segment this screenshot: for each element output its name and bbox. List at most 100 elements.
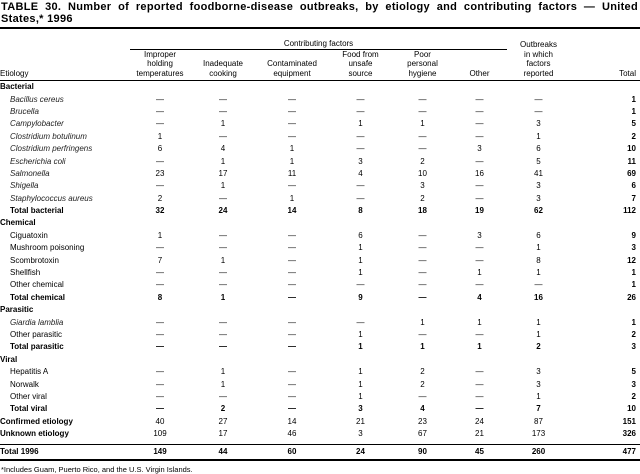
title-rule [0, 27, 640, 29]
total-cell: 326 [622, 429, 636, 439]
value-cell: 1 [536, 330, 541, 339]
value-cell: — [418, 391, 427, 401]
value-cell: 1 [289, 156, 295, 166]
value-cell: 3 [420, 181, 425, 191]
table-title: TABLE 30. Number of reported foodborne-d… [1, 1, 638, 25]
total-row: Unknown etiology 109 17 46 3 67 21 173 326 [0, 428, 640, 440]
value-cell: 4 [358, 168, 363, 178]
value-cell: — [219, 280, 227, 290]
value-cell: 1 [358, 342, 363, 352]
value-cell: 3 [358, 404, 363, 414]
value-cell: — [475, 119, 484, 129]
value-cell: — [475, 367, 484, 377]
value-cell: 87 [534, 416, 543, 426]
total-cell: 3 [631, 243, 636, 253]
value-cell: — [475, 156, 484, 166]
total-cell: 5 [631, 367, 636, 377]
value-cell: 1 [477, 268, 482, 278]
table-row: Ciguatoxin 1 — — 6 — 3 6 9 [0, 230, 640, 242]
col-poor-hygiene: Poor personal hygiene [393, 49, 452, 81]
value-cell: — [475, 94, 484, 104]
value-cell: 1 [536, 131, 541, 141]
row-label: Bacterial [0, 82, 34, 92]
value-cell: 16 [475, 168, 484, 178]
value-cell: — [356, 106, 365, 116]
value-cell: — [288, 379, 296, 389]
value-cell: 1 [477, 317, 482, 327]
row-label: Total viral [10, 404, 48, 414]
value-cell: — [288, 255, 296, 265]
total-row: Total 1996 149 44 60 24 90 45 260 477 [0, 444, 640, 462]
footnote: *Includes Guam, Puerto Rico, and the U.S… [1, 465, 193, 474]
value-cell: 109 [153, 429, 167, 439]
value-cell: — [156, 404, 164, 414]
total-cell: 10 [627, 404, 636, 414]
value-cell: 2 [420, 193, 425, 203]
table-row: Other parasitic — — — 1 — — 1 2 [0, 329, 640, 341]
value-cell: — [156, 181, 164, 191]
value-cell: — [475, 243, 484, 253]
total-row: Total viral — 2 — 3 4 — 7 10 [0, 403, 640, 415]
value-cell: 6 [536, 230, 541, 240]
value-cell: — [288, 268, 296, 278]
table-row: Escherichia coli —1 1 3 2—5 11 [0, 155, 640, 167]
value-cell: 4 [477, 292, 482, 302]
value-cell: 1 [358, 119, 363, 129]
row-label: Shellfish [10, 268, 41, 278]
value-cell: 1 [220, 119, 226, 129]
row-label: Salmonella [10, 168, 50, 178]
value-cell: 3 [536, 181, 541, 191]
value-cell: — [288, 330, 296, 339]
value-cell: — [288, 367, 296, 377]
value-cell: — [356, 131, 365, 141]
row-label: Total 1996 [0, 444, 130, 462]
table-row: Bacillus cereus — — — — — — — 1 [0, 93, 640, 105]
table-row: Campylobacter — 1 — 1 1 — 3 5 [0, 118, 640, 130]
value-cell: 60 [256, 444, 328, 462]
total-cell: 10 [627, 144, 636, 154]
value-cell: — [356, 94, 365, 104]
value-cell: 14 [287, 206, 297, 216]
row-label: Confirmed etiology [0, 416, 73, 426]
col-improper-holding: Improper holding temperatures [130, 49, 190, 81]
value-cell: — [219, 193, 227, 203]
total-cell: 151 [622, 416, 636, 426]
value-cell: — [418, 94, 427, 104]
value-cell: — [475, 255, 484, 265]
value-cell: — [219, 94, 227, 104]
group-header-row: Viral [0, 354, 640, 366]
value-cell: 7 [536, 404, 541, 414]
value-cell: 1 [157, 230, 163, 240]
value-cell: 14 [287, 416, 297, 426]
row-label: Parasitic [0, 305, 34, 315]
value-cell: — [156, 156, 164, 166]
row-label: Hepatitis A [10, 367, 49, 377]
value-cell: — [356, 317, 365, 327]
row-label: Unknown etiology [0, 429, 69, 439]
row-label: Viral [0, 354, 18, 364]
value-cell: 4 [420, 404, 425, 414]
value-cell: 62 [534, 206, 543, 216]
col-food-unsafe-source: Food from unsafe source [328, 49, 393, 81]
value-cell: 2 [420, 379, 425, 389]
value-cell: — [418, 268, 427, 278]
value-cell: 1 [420, 119, 425, 129]
total-cell: 2 [631, 330, 636, 339]
value-cell: — [418, 255, 427, 265]
total-cell: 1 [631, 317, 636, 327]
total-cell: 477 [570, 444, 640, 462]
table-row: Norwalk — 1 — 1 2 — 3 3 [0, 378, 640, 390]
value-cell: 1 [420, 317, 425, 327]
value-cell: — [356, 193, 365, 203]
value-cell: — [418, 106, 427, 116]
total-row: Total chemical 8 1 — 9 — 4 16 26 [0, 292, 640, 304]
row-label: Mushroom poisoning [10, 243, 85, 253]
table-row: Shigella — 1 — — 3 — 3 6 [0, 180, 640, 192]
value-cell: 32 [155, 206, 165, 216]
row-label: Chemical [0, 218, 36, 228]
value-cell: 9 [358, 292, 363, 302]
value-cell: 1 [157, 131, 163, 141]
row-label: Other viral [10, 391, 47, 401]
value-cell: — [219, 268, 227, 278]
value-cell: — [156, 379, 164, 389]
